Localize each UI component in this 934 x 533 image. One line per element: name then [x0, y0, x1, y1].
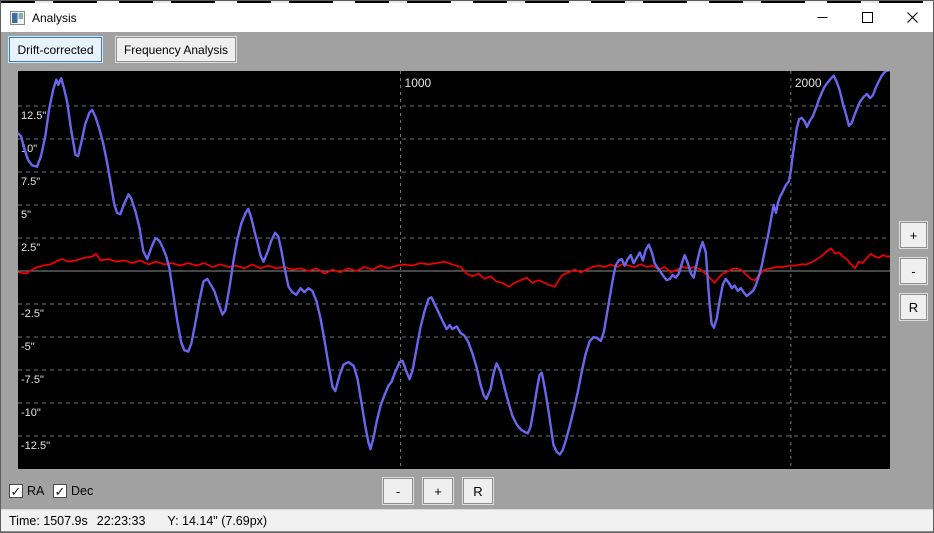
status-bar: Time: 1507.9s 22:23:33 Y: 14.14" (7.69px…: [1, 509, 933, 531]
svg-text:-12.5": -12.5": [21, 440, 50, 452]
tab-drift-corrected[interactable]: Drift-corrected: [9, 37, 102, 62]
status-clock: 22:23:33: [96, 513, 146, 528]
ra-checkbox[interactable]: ✓: [9, 483, 23, 499]
minimize-icon: [817, 17, 828, 18]
app-icon: [10, 10, 25, 25]
status-cursor-readout: Y: 14.14" (7.69px): [167, 513, 268, 528]
svg-text:2.5": 2.5": [21, 242, 40, 254]
dec-checkbox-label: Dec: [71, 484, 94, 498]
x-zoom-in-button[interactable]: +: [423, 478, 453, 504]
svg-text:-2.5": -2.5": [21, 308, 44, 320]
y-zoom-reset-button[interactable]: R: [900, 294, 927, 320]
window-bottom-edge: [1, 531, 933, 532]
maximize-button[interactable]: [845, 3, 890, 32]
y-zoom-in-button[interactable]: +: [900, 222, 927, 248]
maximize-icon: [862, 12, 873, 23]
tab-frequency-analysis[interactable]: Frequency Analysis: [116, 37, 236, 62]
x-zoom-out-button[interactable]: -: [383, 478, 413, 504]
svg-text:12.5": 12.5": [21, 110, 46, 122]
minimize-button[interactable]: [800, 3, 845, 32]
ra-checkbox-label: RA: [27, 484, 45, 498]
bottom-controls: ✓ RA ✓ Dec - + R: [1, 473, 933, 509]
dec-checkbox-group[interactable]: ✓ Dec: [53, 484, 93, 498]
svg-text:-7.5": -7.5": [21, 374, 44, 386]
tab-row: Drift-corrected Frequency Analysis: [1, 32, 933, 71]
window-title: Analysis: [32, 10, 77, 25]
x-zoom-reset-button[interactable]: R: [463, 478, 493, 504]
svg-text:-5": -5": [21, 341, 35, 353]
svg-text:-10": -10": [21, 407, 41, 419]
svg-text:2000: 2000: [795, 76, 822, 90]
title-bar[interactable]: Analysis: [1, 3, 933, 32]
dec-checkbox[interactable]: ✓: [53, 483, 67, 499]
close-icon: [907, 12, 918, 23]
background-window-edge: [1, 1, 933, 3]
ra-checkbox-group[interactable]: ✓ RA: [9, 484, 44, 498]
svg-text:7.5": 7.5": [21, 176, 40, 188]
guiding-chart-plot-area[interactable]: 12.5" 10" 7.5" 5" 2.5" -2.5" -5" -7.5" -10" -12.5…: [18, 71, 890, 469]
status-time: Time: 1507.9s: [9, 513, 88, 528]
close-button[interactable]: [890, 3, 933, 32]
svg-text:5": 5": [21, 209, 31, 221]
y-zoom-out-button[interactable]: -: [900, 258, 927, 284]
svg-text:1000: 1000: [405, 76, 432, 90]
